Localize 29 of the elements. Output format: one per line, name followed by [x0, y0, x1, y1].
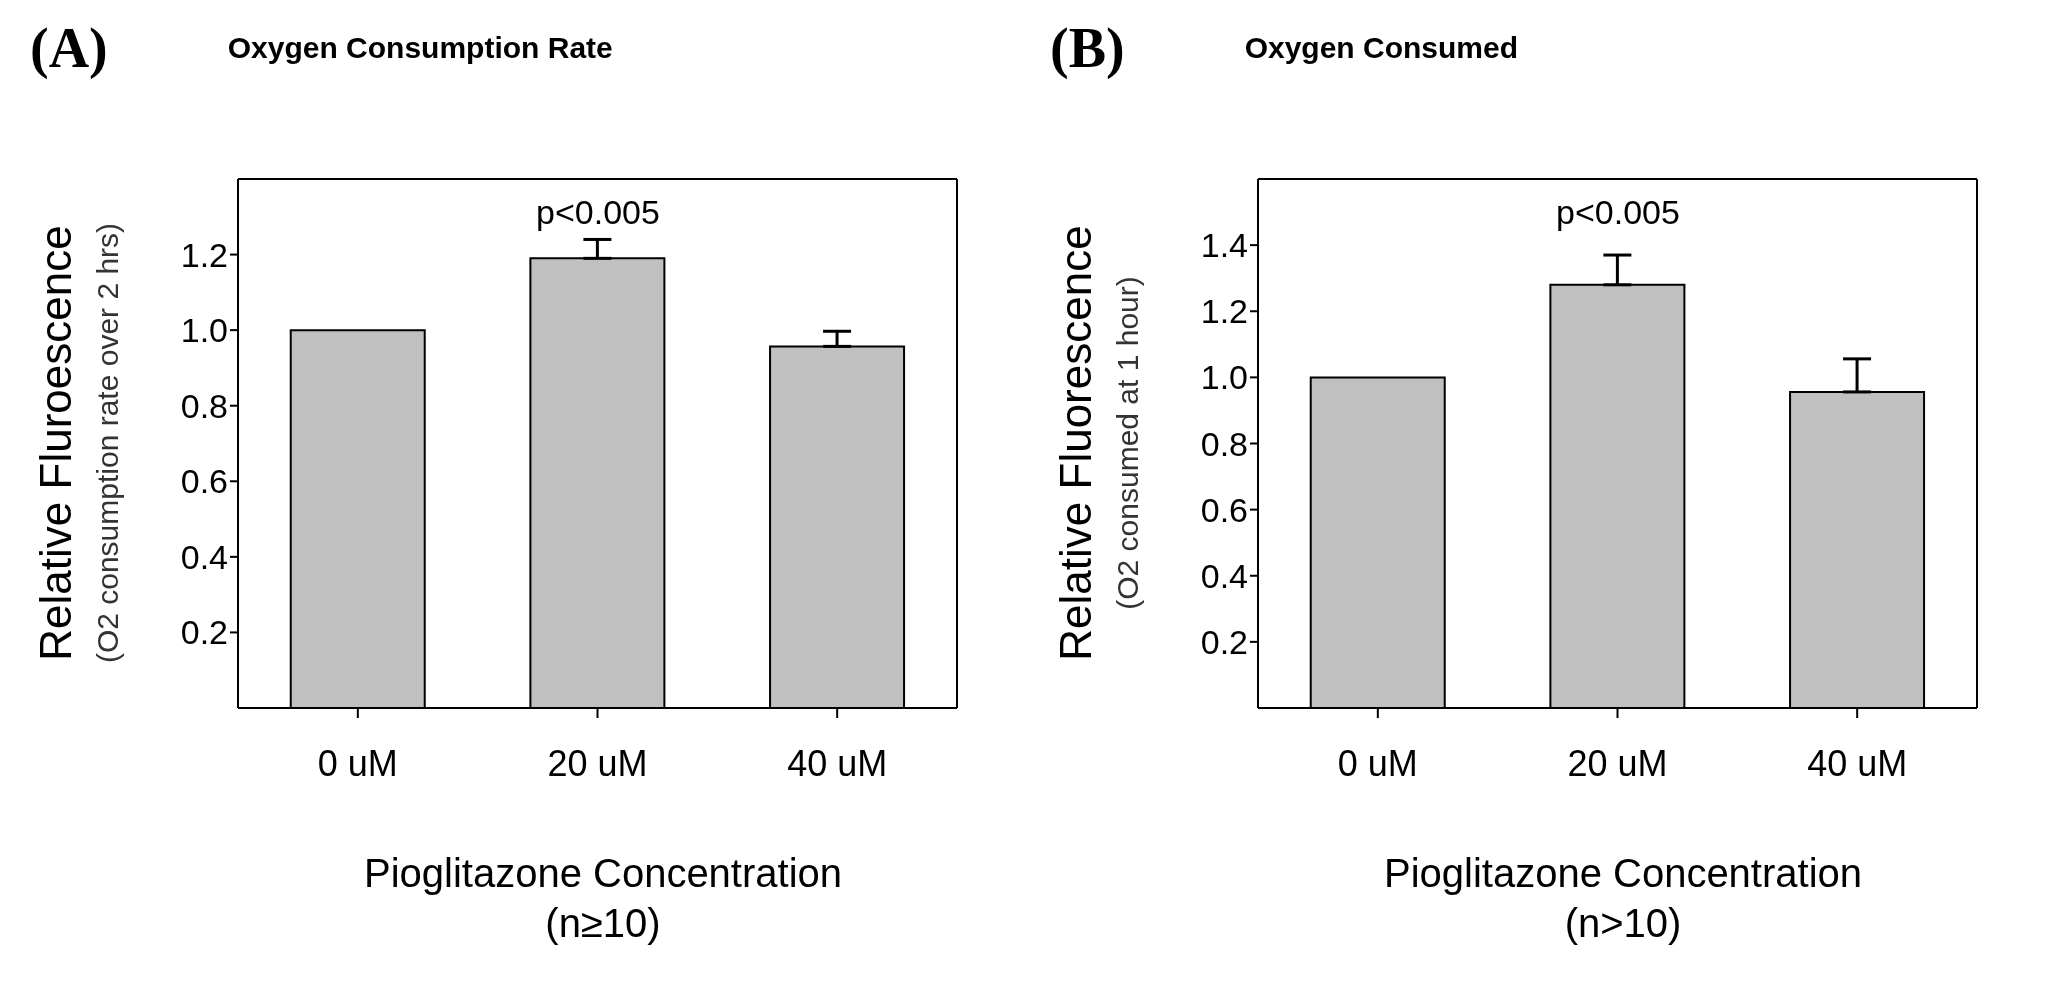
chart-title: Oxygen Consumed	[1244, 31, 1519, 65]
y-tick-label: 1.4	[1200, 226, 1248, 265]
x-tick-label: 40 uM	[1807, 742, 1908, 784]
text: (A)	[30, 16, 108, 80]
y-tick-label: 0.8	[1200, 424, 1248, 463]
y-tick-label: 0.6	[1200, 490, 1248, 529]
y-tick-label: 1.0	[180, 311, 228, 350]
text: (B)	[1050, 16, 1125, 80]
y-tick-label: 0.2	[1200, 622, 1248, 661]
x-tick-label: 20 uM	[547, 742, 648, 784]
y-tick-label: 0.4	[180, 537, 228, 576]
y-tick-label: 0.8	[180, 386, 228, 425]
y-tick-label: 0.6	[180, 462, 228, 501]
y-tick-label: 1.2	[180, 235, 228, 274]
x-axis-title: Pioglitazone Concentration (n≥10)	[362, 850, 844, 947]
y-tick-label: 0.2	[180, 613, 228, 652]
annotation: p<0.005	[536, 193, 660, 232]
x-tick-label: 0 uM	[1337, 742, 1418, 784]
annotation: p<0.005	[1556, 193, 1680, 232]
chart-title: Oxygen Consumption Rate	[227, 31, 613, 65]
y-tick-label: 0.4	[1200, 556, 1248, 595]
y-tick-label: 1.0	[1200, 358, 1248, 397]
y-axis-title: Relative Fluroescence (O2 consumption rate over 2 hrs)	[31, 222, 125, 664]
y-axis-title: Relative Fluorescence (O2 consumed at 1 hour)	[1051, 225, 1145, 661]
x-tick-label: 0 uM	[317, 742, 398, 784]
y-tick-label: 1.2	[1200, 292, 1248, 331]
x-tick-label: 40 uM	[787, 742, 888, 784]
x-axis-title: Pioglitazone Concentration (n>10)	[1382, 850, 1864, 947]
x-tick-label: 20 uM	[1567, 742, 1668, 784]
